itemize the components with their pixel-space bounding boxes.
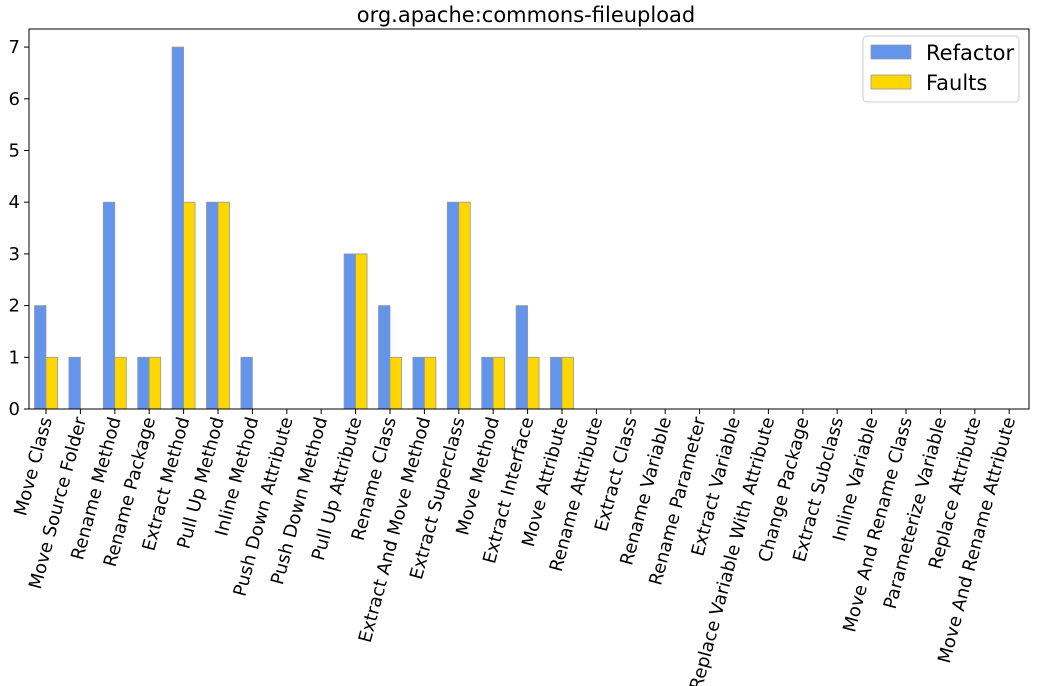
bar-refactor-0 [34,305,47,410]
y-tick-label: 7 [9,37,20,58]
legend-label-refactor: Refactor [926,41,1014,65]
bar-refactor-9 [343,253,357,410]
bar-faults-4 [183,201,196,410]
bar-faults-0 [45,356,58,410]
bar-faults-9 [355,253,368,410]
chart-title: org.apache:commons-fileupload [357,3,696,27]
y-tick-label: 1 [9,347,20,368]
bars-layer [34,46,574,410]
y-tick-label: 2 [9,296,20,317]
bar-refactor-11 [412,356,425,410]
y-tick-label: 5 [9,140,20,161]
bar-faults-10 [389,356,402,410]
legend: Refactor Faults [862,35,1020,103]
bar-refactor-6 [240,356,253,410]
y-axis: 0 1 2 3 4 5 6 7 [9,37,29,420]
bar-refactor-2 [102,201,116,410]
bar-faults-12 [458,201,471,410]
y-tick-label: 4 [9,192,20,213]
legend-swatch-refactor [870,44,912,60]
bar-refactor-1 [68,356,81,410]
y-tick-label: 6 [9,89,20,110]
bar-faults-5 [217,201,230,410]
y-tick-label: 0 [9,399,20,420]
bar-refactor-15 [550,356,563,410]
bar-refactor-12 [446,201,460,410]
bar-refactor-10 [378,305,391,410]
bar-faults-2 [114,356,127,410]
bar-faults-13 [492,356,506,410]
y-tick-label: 3 [9,244,20,265]
bar-faults-3 [148,356,162,410]
bar-refactor-4 [171,46,185,410]
bar-refactor-5 [206,201,219,410]
legend-label-faults: Faults [926,71,987,95]
bar-faults-15 [561,356,574,410]
bar-faults-14 [527,356,540,410]
plot-frame [28,28,1030,410]
bar-faults-11 [423,356,437,410]
bar-refactor-3 [137,356,150,410]
bar-refactor-13 [481,356,494,410]
bar-refactor-14 [515,305,528,410]
legend-swatch-faults [870,74,912,90]
